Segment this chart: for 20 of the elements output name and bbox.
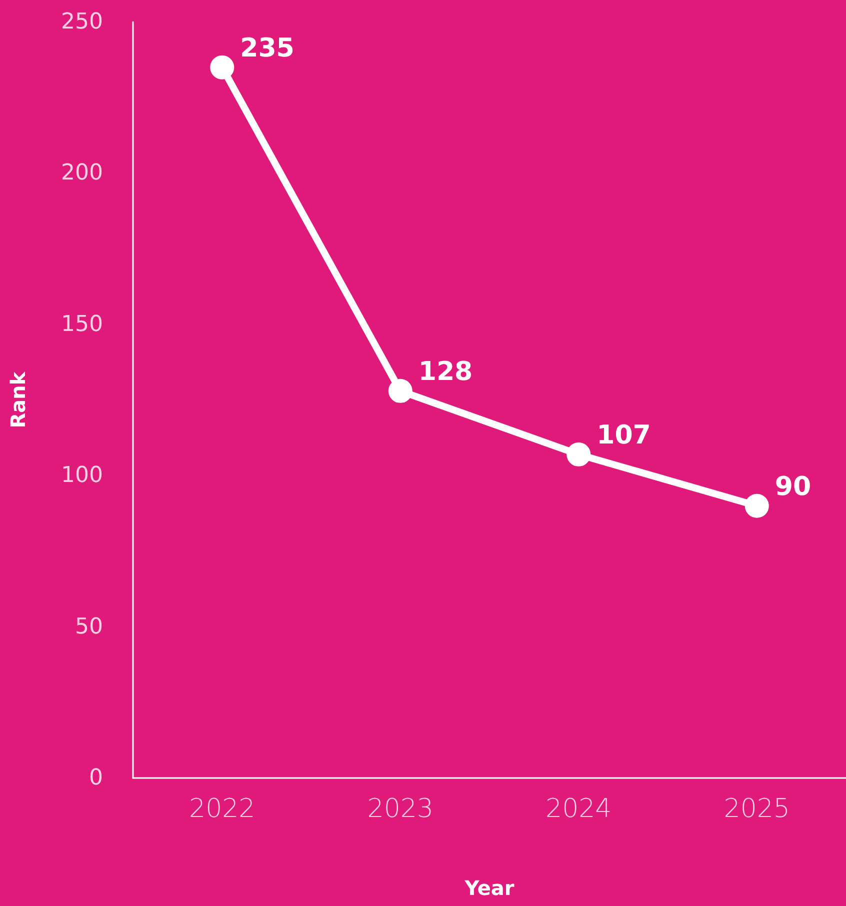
data-label: 90 — [774, 472, 812, 502]
x-axis-title: Year — [464, 876, 514, 900]
data-label: 235 — [240, 33, 294, 64]
y-tick-label: 50 — [75, 614, 103, 640]
x-tick-label: 2022 — [189, 794, 256, 824]
x-tick-label: 2024 — [546, 794, 612, 824]
y-tick-label: 250 — [61, 10, 103, 34]
data-label: 128 — [418, 356, 473, 387]
point — [744, 494, 769, 518]
y-tick-label: 0 — [89, 766, 103, 790]
y-axis-title: Rank — [6, 371, 30, 428]
x-tick-label: 2025 — [724, 794, 790, 824]
point — [388, 378, 412, 403]
point — [210, 55, 234, 80]
y-tick-label: 150 — [61, 312, 103, 337]
y-tick-label: 100 — [61, 463, 103, 488]
x-tick-label: 2023 — [367, 794, 434, 824]
point — [566, 442, 591, 466]
data-label: 107 — [596, 420, 651, 450]
y-tick-label: 200 — [61, 160, 103, 186]
